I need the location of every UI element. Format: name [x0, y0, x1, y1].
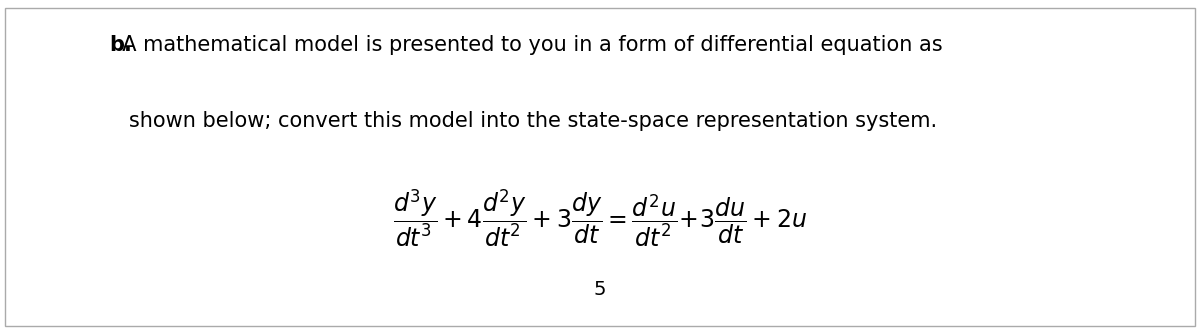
Text: $\dfrac{d^3y}{dt^3} + 4\dfrac{d^2y}{dt^2} + 3\dfrac{dy}{dt} = \dfrac{d^2u}{dt^2}: $\dfrac{d^3y}{dt^3} + 4\dfrac{d^2y}{dt^2…: [392, 187, 808, 249]
Text: A mathematical model is presented to you in a form of differential equation as: A mathematical model is presented to you…: [109, 34, 943, 54]
Text: b.: b.: [109, 34, 132, 54]
Text: shown below; convert this model into the state-space representation system.: shown below; convert this model into the…: [109, 111, 937, 131]
FancyBboxPatch shape: [5, 8, 1195, 326]
Text: 5: 5: [594, 281, 606, 300]
